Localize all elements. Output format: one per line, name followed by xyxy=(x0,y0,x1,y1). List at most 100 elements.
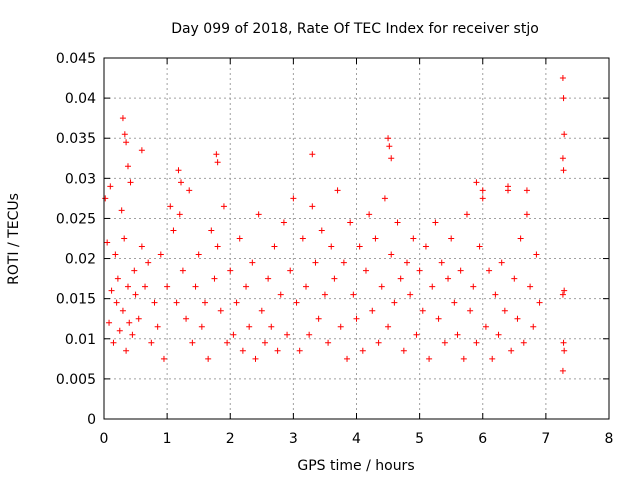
data-point xyxy=(419,307,426,314)
data-point xyxy=(315,315,322,322)
data-point xyxy=(127,179,134,186)
data-point xyxy=(429,283,436,290)
data-point xyxy=(523,187,530,194)
data-point xyxy=(482,323,489,330)
data-point xyxy=(445,275,452,282)
data-point xyxy=(381,195,388,202)
data-point xyxy=(517,235,524,242)
data-point xyxy=(505,183,511,190)
data-point xyxy=(255,211,262,218)
y-tick-label: 0.025 xyxy=(56,211,96,227)
data-point xyxy=(397,275,404,282)
data-point xyxy=(119,307,126,314)
data-point xyxy=(394,219,401,226)
data-point xyxy=(243,283,250,290)
data-point xyxy=(561,287,568,294)
data-point xyxy=(561,131,568,138)
data-point xyxy=(350,291,357,298)
x-tick-label: 8 xyxy=(605,431,614,447)
data-point xyxy=(498,259,505,266)
data-point xyxy=(426,355,433,362)
data-point xyxy=(179,267,186,274)
axis-ticks xyxy=(103,57,610,420)
data-point xyxy=(422,243,429,250)
data-point xyxy=(340,259,347,266)
y-tick-label: 0 xyxy=(87,412,96,428)
data-point xyxy=(559,367,566,374)
data-point xyxy=(328,243,335,250)
data-point xyxy=(214,159,221,166)
data-point xyxy=(536,299,543,306)
data-point xyxy=(124,283,131,290)
data-point xyxy=(353,315,360,322)
data-point xyxy=(211,275,218,282)
chart-title: Day 099 of 2018, Rate Of TEC Index for r… xyxy=(171,21,539,37)
data-point xyxy=(451,299,458,306)
data-point xyxy=(189,339,196,346)
data-point xyxy=(142,283,149,290)
data-point xyxy=(154,323,161,330)
data-point xyxy=(309,203,316,210)
data-point xyxy=(233,299,240,306)
data-point xyxy=(378,283,385,290)
data-point xyxy=(416,267,423,274)
data-point xyxy=(271,243,278,250)
data-point xyxy=(220,203,227,210)
data-point xyxy=(213,151,220,158)
data-point xyxy=(321,291,328,298)
data-point xyxy=(561,347,568,354)
data-point xyxy=(514,315,521,322)
data-point xyxy=(121,235,128,242)
x-tick-label: 5 xyxy=(415,431,424,447)
data-point xyxy=(287,267,294,274)
data-point xyxy=(359,347,366,354)
data-point xyxy=(454,331,461,338)
data-point xyxy=(306,331,313,338)
tick-labels: 0 1 2 3 4 5 6 7 8 0 0.005 0.01 0.015 0.02 0.025 0.03 0.0… xyxy=(56,51,614,447)
data-point xyxy=(347,219,354,226)
data-point xyxy=(173,299,180,306)
data-point xyxy=(388,155,395,162)
data-point xyxy=(388,251,395,258)
data-point xyxy=(124,163,131,170)
data-point xyxy=(527,283,534,290)
data-point xyxy=(560,167,567,174)
data-point xyxy=(170,227,177,234)
data-point xyxy=(337,323,344,330)
y-tick-label: 0.02 xyxy=(65,252,96,268)
data-point xyxy=(486,267,493,274)
data-point xyxy=(303,283,309,290)
data-point xyxy=(460,355,467,362)
data-point xyxy=(385,323,392,330)
data-point xyxy=(318,227,325,234)
data-point xyxy=(530,323,537,330)
x-tick-label: 3 xyxy=(289,431,298,447)
data-point xyxy=(457,267,464,274)
data-point xyxy=(239,347,246,354)
data-point xyxy=(362,267,369,274)
data-point xyxy=(261,339,268,346)
y-tick-label: 0.045 xyxy=(56,51,96,67)
data-points xyxy=(102,75,568,374)
y-tick-label: 0.04 xyxy=(65,91,96,107)
data-point xyxy=(102,195,109,202)
y-tick-label: 0.015 xyxy=(56,292,96,308)
data-point xyxy=(366,211,373,218)
data-point xyxy=(523,211,530,218)
data-point xyxy=(230,331,237,338)
data-point xyxy=(192,283,199,290)
data-point xyxy=(160,355,167,362)
x-tick-label: 6 xyxy=(478,431,487,447)
data-point xyxy=(119,115,126,122)
data-point xyxy=(441,339,448,346)
data-point xyxy=(202,299,208,306)
data-point xyxy=(138,243,145,250)
data-point xyxy=(560,339,567,346)
data-point xyxy=(123,347,130,354)
data-point xyxy=(157,251,164,258)
data-point xyxy=(114,275,121,282)
data-point xyxy=(164,283,171,290)
data-point xyxy=(356,243,363,250)
data-point xyxy=(106,319,113,326)
data-point xyxy=(492,291,499,298)
